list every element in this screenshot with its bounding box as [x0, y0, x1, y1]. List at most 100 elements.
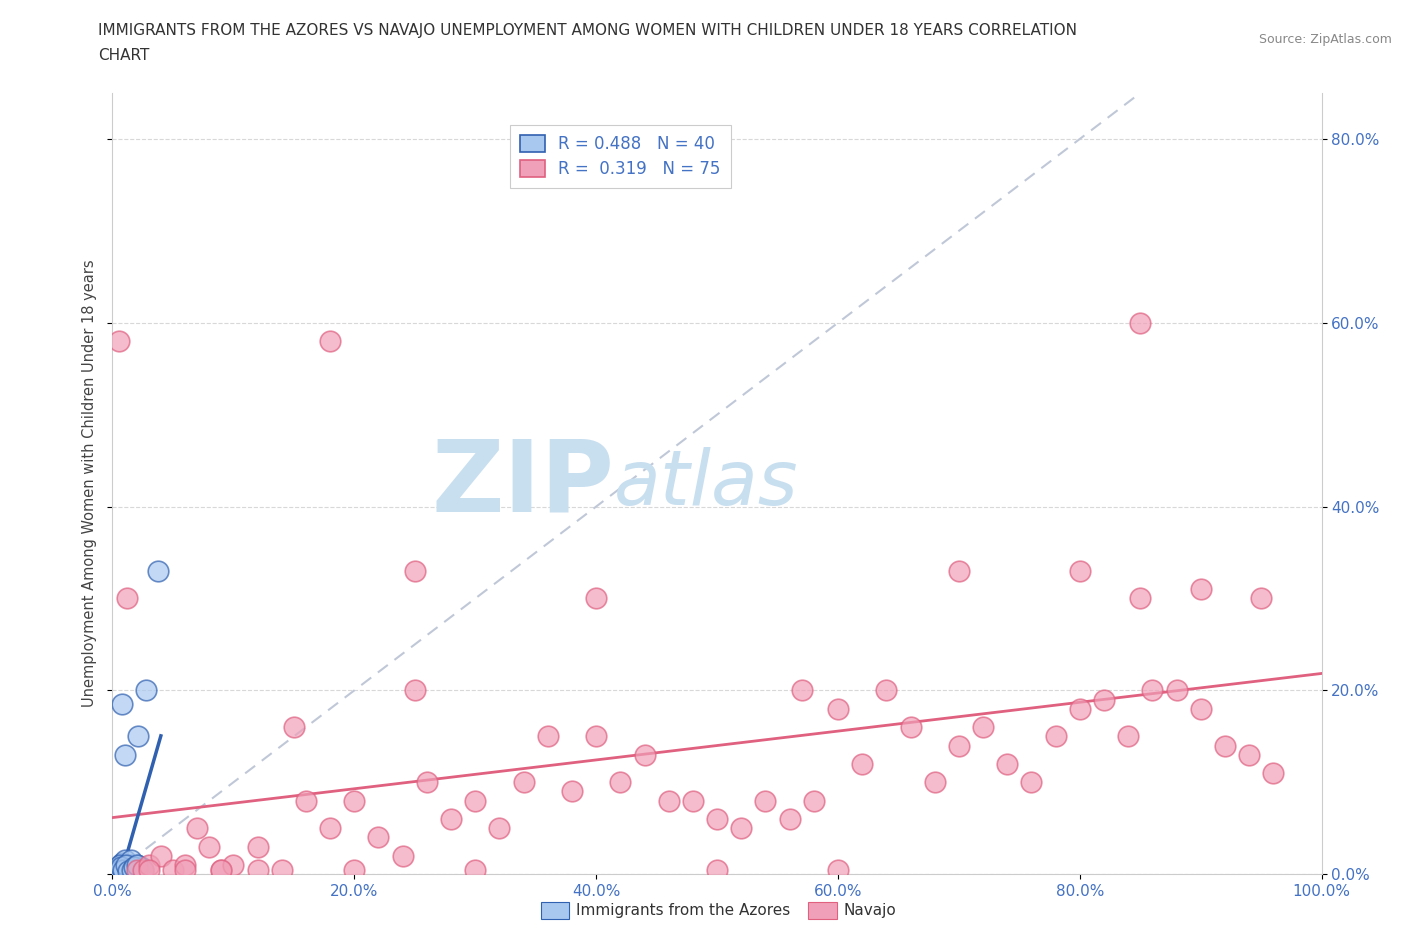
Point — [127, 729, 149, 744]
Point — [1129, 591, 1152, 606]
Point — [404, 564, 426, 578]
Point — [117, 864, 139, 879]
Point — [105, 864, 128, 879]
Point — [1250, 591, 1272, 606]
Point — [118, 864, 141, 879]
Point — [585, 729, 607, 744]
Point — [1069, 564, 1091, 578]
Point — [827, 701, 849, 716]
Point — [1237, 748, 1260, 763]
Point — [283, 720, 305, 735]
Point — [149, 848, 172, 863]
Point — [948, 738, 970, 753]
Point — [658, 793, 681, 808]
Point — [209, 862, 232, 877]
Point — [110, 859, 132, 874]
Point — [112, 859, 135, 874]
Text: ZIP: ZIP — [432, 435, 614, 532]
Text: Navajo: Navajo — [844, 903, 897, 918]
Point — [121, 862, 143, 877]
Point — [754, 793, 776, 808]
Point — [391, 848, 413, 863]
Point — [107, 859, 129, 874]
Point — [120, 853, 142, 868]
Point — [246, 839, 269, 854]
Point — [128, 862, 150, 877]
Point — [537, 729, 560, 744]
Point — [209, 862, 232, 877]
Point — [186, 821, 208, 836]
Point — [115, 591, 138, 606]
Point — [295, 793, 318, 808]
Point — [114, 748, 136, 763]
Point — [367, 830, 389, 844]
Point — [1045, 729, 1067, 744]
Point — [125, 857, 148, 872]
Point — [1142, 683, 1164, 698]
Point — [222, 857, 245, 872]
Point — [111, 856, 134, 870]
Y-axis label: Unemployment Among Women with Children Under 18 years: Unemployment Among Women with Children U… — [82, 259, 97, 708]
Point — [121, 862, 143, 877]
Point — [404, 683, 426, 698]
Point — [924, 775, 946, 790]
Point — [1129, 315, 1152, 330]
Point — [730, 821, 752, 836]
Point — [851, 756, 873, 771]
Point — [440, 812, 463, 827]
Point — [138, 862, 160, 877]
Point — [162, 862, 184, 877]
Point — [803, 793, 825, 808]
Point — [464, 793, 486, 808]
Point — [790, 683, 813, 698]
Point — [995, 756, 1018, 771]
Text: IMMIGRANTS FROM THE AZORES VS NAVAJO UNEMPLOYMENT AMONG WOMEN WITH CHILDREN UNDE: IMMIGRANTS FROM THE AZORES VS NAVAJO UNE… — [98, 23, 1077, 38]
Point — [875, 683, 897, 698]
Point — [270, 862, 292, 877]
Point — [174, 862, 197, 877]
Point — [132, 862, 155, 877]
Text: Immigrants from the Azores: Immigrants from the Azores — [576, 903, 790, 918]
Point — [585, 591, 607, 606]
Point — [900, 720, 922, 735]
Point — [464, 862, 486, 877]
Point — [115, 862, 138, 877]
Point — [114, 857, 136, 872]
Point — [132, 862, 155, 877]
Point — [343, 862, 366, 877]
Point — [1116, 729, 1139, 744]
Point — [122, 859, 145, 874]
Text: atlas: atlas — [614, 446, 799, 521]
Point — [174, 857, 197, 872]
Point — [1263, 765, 1285, 780]
Point — [122, 862, 145, 877]
Point — [706, 812, 728, 827]
Point — [1213, 738, 1236, 753]
Point — [682, 793, 704, 808]
Point — [117, 859, 139, 874]
Point — [111, 697, 134, 711]
Point — [125, 862, 148, 877]
Point — [948, 564, 970, 578]
Point — [108, 862, 131, 877]
Point — [110, 857, 132, 872]
Point — [108, 857, 131, 872]
Point — [319, 821, 342, 836]
Point — [246, 862, 269, 877]
Point — [706, 862, 728, 877]
Point — [129, 864, 152, 879]
Point — [1021, 775, 1043, 790]
Point — [114, 864, 136, 879]
Text: CHART: CHART — [98, 48, 150, 63]
Point — [131, 859, 153, 874]
Point — [198, 839, 221, 854]
Point — [148, 564, 170, 578]
Point — [972, 720, 994, 735]
Point — [609, 775, 631, 790]
Point — [633, 748, 655, 763]
Point — [416, 775, 439, 790]
Point — [343, 793, 366, 808]
Point — [319, 334, 342, 349]
Point — [1189, 582, 1212, 597]
Point — [135, 683, 157, 698]
